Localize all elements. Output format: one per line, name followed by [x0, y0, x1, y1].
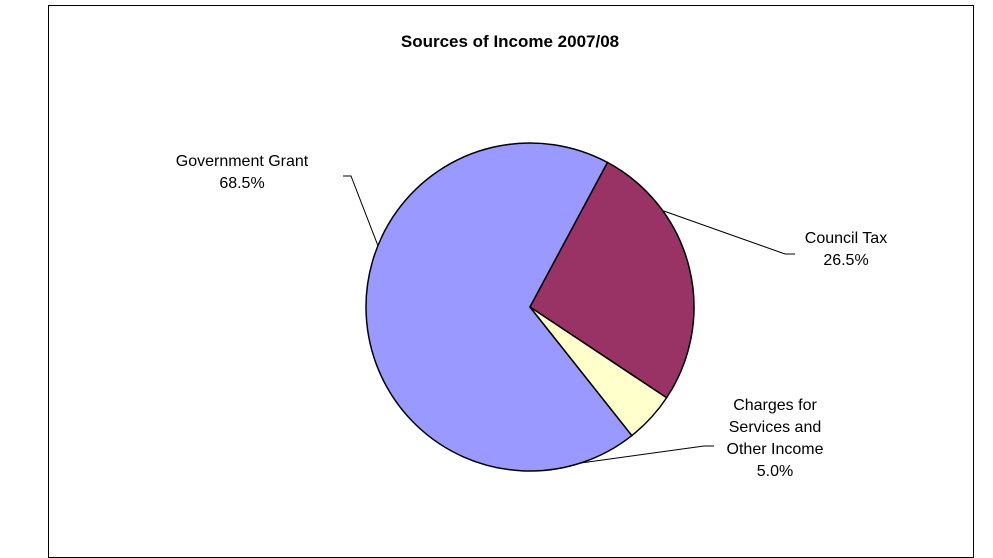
slice-label-council-tax: Council Tax 26.5%	[805, 230, 887, 269]
slice-name-label: Council Tax	[805, 230, 887, 247]
slice-labels: Government Grant 68.5% Council Tax 26.5% Cha…	[176, 153, 887, 480]
slice-value-label: 68.5%	[219, 175, 264, 192]
pie-slice-government-grant	[365, 142, 633, 472]
leader-line-charges-for-services-and-other-income	[580, 445, 714, 464]
slice-value-label: 5.0%	[757, 463, 793, 480]
slice-name-label: Government Grant	[176, 153, 309, 170]
slice-name-label: Charges for	[733, 397, 817, 414]
chart-title: Sources of Income 2007/08	[401, 32, 619, 51]
slice-label-charges-for-services-and-other-income: Charges for Services and Other Income 5.0%	[727, 397, 824, 480]
pie-slices	[365, 142, 695, 472]
slice-label-government-grant: Government Grant 68.5%	[176, 153, 309, 192]
slice-name-label: Services and	[729, 419, 822, 436]
slice-value-label: 26.5%	[823, 252, 868, 269]
pie-slice-charges-for-services-and-other-income	[529, 306, 668, 437]
leader-line-council-tax	[662, 210, 795, 255]
pie-slice-council-tax	[529, 161, 695, 399]
leader-lines	[343, 175, 795, 464]
slice-name-label: Other Income	[727, 441, 824, 458]
leader-line-government-grant	[343, 175, 379, 246]
